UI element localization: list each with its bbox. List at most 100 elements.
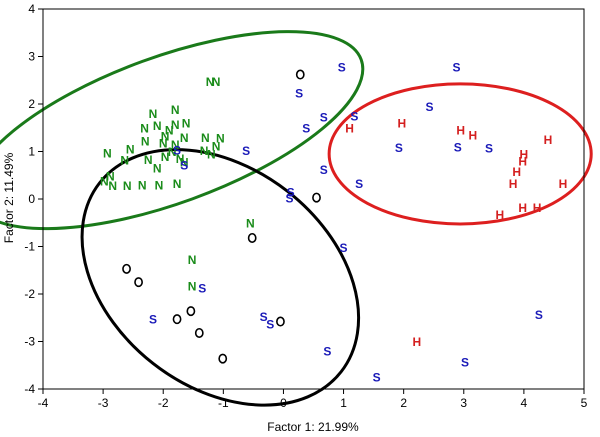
data-point-N: N [140,121,149,135]
data-point-N: N [182,117,191,131]
data-point-N: N [206,75,215,89]
data-point-N: N [171,138,180,152]
data-point-O [194,327,204,338]
y-axis: -4 -3 -2 -1 0 1 2 3 4 [24,2,43,396]
x-tick-label: -1 [218,396,229,410]
data-point-O [218,353,228,364]
data-point-S: S [338,60,346,74]
data-point-H: H [533,201,542,215]
data-point-S: S [287,185,295,199]
data-point-S: S [149,313,157,327]
data-point-H: H [496,208,505,222]
data-point-N: N [155,178,164,192]
data-point-S: S [320,163,328,177]
data-point-S: S [242,144,250,158]
data-point-O [312,192,321,203]
data-point-N: N [108,179,117,193]
data-point-O [172,314,182,325]
data-point-S: S [285,192,293,206]
data-point-N: N [153,162,162,176]
data-point-N: N [180,131,189,145]
y-tick-label: 3 [28,50,35,64]
data-point-S: S [323,345,331,359]
data-point-N: N [207,147,216,161]
data-point-H: H [345,121,354,135]
data-point-N: N [176,152,185,166]
data-point-S: S [461,355,469,369]
data-point-H: H [518,155,527,169]
data-point-O [276,316,285,327]
data-point-N: N [216,132,225,146]
data-point-N: N [149,107,158,121]
data-point-O [295,69,305,80]
x-tick-label: 5 [581,396,588,410]
data-point-N: N [106,170,115,184]
data-point-N: N [161,129,170,143]
data-point-O [186,306,196,317]
y-tick-label: 0 [28,192,35,206]
x-tick-label: -2 [158,396,169,410]
data-point-N: N [153,119,162,133]
group-ellipse-N [0,30,365,231]
data-point-N: N [188,279,197,293]
data-point-N: N [120,154,129,168]
x-tick-label: -4 [38,396,49,410]
x-tick-label: 3 [460,396,467,410]
data-point-S: S [485,142,493,156]
x-tick-label: -3 [98,396,109,410]
x-tick-label: 2 [400,396,407,410]
data-point-S: S [453,60,461,74]
data-point-O [122,263,131,274]
data-point-N: N [126,143,135,157]
data-point-S: S [535,308,543,322]
data-point-S: S [320,110,328,124]
data-point-H: H [518,201,527,215]
data-point-N: N [173,177,182,191]
data-point-H: H [398,117,407,131]
data-point-N: N [123,179,132,193]
data-point-N: N [246,216,255,230]
data-point-S: S [373,371,381,385]
data-point-N: N [200,144,209,158]
x-axis: -4 -3 -2 -1 0 1 2 3 4 5 [38,389,588,410]
data-point-S: S [173,144,181,158]
x-tick-label: 1 [340,396,347,410]
data-point-N: N [188,253,197,267]
data-point-H: H [468,128,477,142]
data-point-H: H [520,147,529,161]
data-point-N: N [212,75,221,89]
data-point-H: H [413,335,422,349]
y-tick-label: 4 [28,2,35,16]
data-point-H: H [509,177,518,191]
data-point-N: N [138,178,147,192]
y-tick-label: -1 [24,240,35,254]
data-point-O [247,232,257,243]
data-point-S: S [355,177,363,191]
data-point-N: N [171,118,180,132]
y-axis-title: Factor 2: 11.49% [2,152,16,243]
y-tick-label: -3 [24,335,35,349]
x-tick-label: 4 [521,396,528,410]
group-ellipse-O [80,148,361,407]
data-point-N: N [161,150,170,164]
data-point-O [134,277,143,288]
y-tick-label: 1 [28,145,35,159]
data-point-N: N [212,139,221,153]
x-axis-title: Factor 1: 21.99% [267,420,359,434]
data-point-S: S [266,317,274,331]
data-point-H: H [456,124,465,138]
data-point-H: H [544,133,553,147]
x-tick-label: 0 [280,396,287,410]
y-tick-label: 2 [28,97,35,111]
data-point-S: S [260,310,268,324]
data-point-N: N [141,135,150,149]
data-point-N: N [165,124,174,138]
data-point-S: S [454,140,462,154]
data-point-N: N [144,153,153,167]
data-point-S: S [180,158,188,172]
data-point-H: H [512,165,521,179]
data-point-S: S [295,87,303,101]
